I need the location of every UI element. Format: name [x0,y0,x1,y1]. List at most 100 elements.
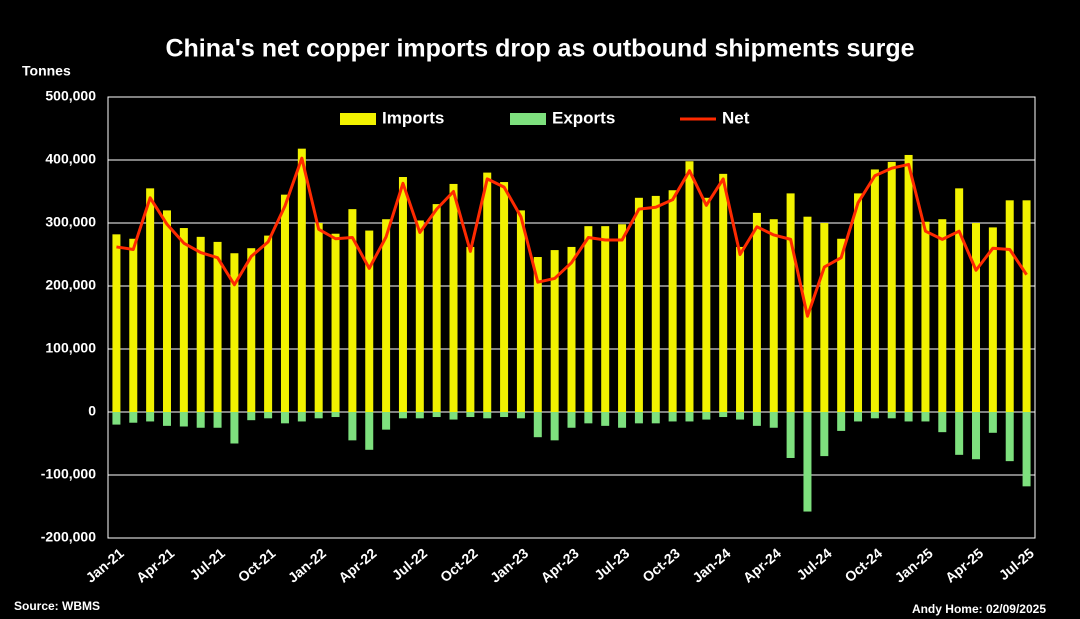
bar [854,412,863,422]
chart-title: China's net copper imports drop as outbo… [165,35,914,63]
bar [230,253,239,412]
bar [213,412,222,428]
y-tick-label: 100,000 [45,340,96,356]
x-tick-label: Apr-22 [335,545,379,586]
bar [500,412,509,418]
bar [516,210,525,412]
bar [685,412,694,422]
bar [601,226,610,412]
y-tick-label: -100,000 [41,466,96,482]
bar [196,412,205,428]
x-tick-label: Jul-22 [389,545,430,583]
bar [820,223,829,412]
bar [634,197,643,412]
bar [584,226,593,412]
bar [146,412,155,422]
bar [314,223,323,412]
bar [483,412,492,419]
bar [870,169,879,412]
bar [365,230,374,412]
legend-swatch [510,113,546,125]
x-tick-label: Jul-25 [996,545,1037,583]
bar [887,161,896,412]
bar [972,223,981,412]
bar [719,173,728,412]
bar [921,221,930,412]
bar [280,194,289,412]
bar [162,412,171,426]
bar [331,412,340,418]
x-tick-label: Oct-24 [842,545,886,585]
bar [1022,412,1031,487]
bar [1005,200,1014,412]
bar [769,219,778,412]
bar [584,412,593,424]
x-tick-label: Oct-21 [235,545,279,585]
bar [398,412,407,419]
bar [432,204,441,412]
legend-label: Exports [552,108,615,127]
x-tick-label: Jul-24 [793,545,834,583]
bar [769,412,778,428]
legend-label: Imports [382,108,444,127]
bar [112,412,121,425]
source: Source: WBMS [14,599,100,613]
bar [685,161,694,412]
bar [938,219,947,412]
bar [129,238,138,412]
bar [955,412,964,455]
bar [601,412,610,426]
x-tick-label: Oct-23 [639,545,683,585]
bar [837,238,846,412]
bar [955,188,964,412]
bar [567,412,576,428]
y-tick-label: 300,000 [45,214,96,230]
bar [1005,412,1014,462]
bar [752,412,761,426]
bar [264,235,273,412]
x-tick-label: Jan-22 [285,545,329,586]
bar [230,412,239,444]
y-axis-label: Tonnes [22,63,71,79]
bar [179,412,188,427]
bar [702,197,711,412]
bar [854,193,863,412]
bar [449,412,458,420]
bar [162,210,171,412]
bar [432,412,441,418]
bar [820,412,829,457]
bar [466,246,475,412]
bar [516,412,525,419]
bar [297,148,306,412]
x-tick-label: Jul-21 [187,545,228,583]
bar [398,177,407,412]
bar [618,412,627,428]
bar [196,236,205,412]
bar [904,412,913,422]
y-tick-label: 200,000 [45,277,96,293]
bar [752,212,761,412]
bar [1022,200,1031,412]
bar [415,412,424,419]
bar [651,195,660,412]
bar [415,220,424,412]
bar [280,412,289,424]
x-tick-label: Oct-22 [437,545,481,585]
credit: Andy Home: 02/09/2025 [912,602,1046,616]
bar [736,412,745,420]
bar [887,412,896,419]
bar [331,233,340,412]
bar [247,248,256,412]
bar [803,412,812,512]
bar [736,246,745,412]
bar [837,412,846,431]
bar [348,412,357,441]
bar [382,219,391,412]
bar [179,228,188,412]
bar [533,257,542,412]
legend-swatch [340,113,376,125]
bar [348,209,357,412]
x-tick-label: Apr-21 [133,545,177,586]
y-tick-label: 500,000 [45,88,96,104]
